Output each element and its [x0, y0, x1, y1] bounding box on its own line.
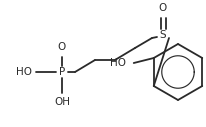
Text: HO: HO: [110, 58, 126, 68]
Text: S: S: [160, 30, 166, 40]
Text: P: P: [59, 67, 65, 77]
Text: O: O: [159, 3, 167, 13]
Text: OH: OH: [54, 97, 70, 107]
Text: O: O: [58, 42, 66, 52]
Text: HO: HO: [16, 67, 32, 77]
